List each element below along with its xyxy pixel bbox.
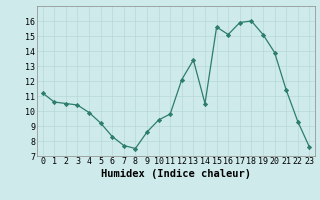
X-axis label: Humidex (Indice chaleur): Humidex (Indice chaleur) (101, 169, 251, 179)
